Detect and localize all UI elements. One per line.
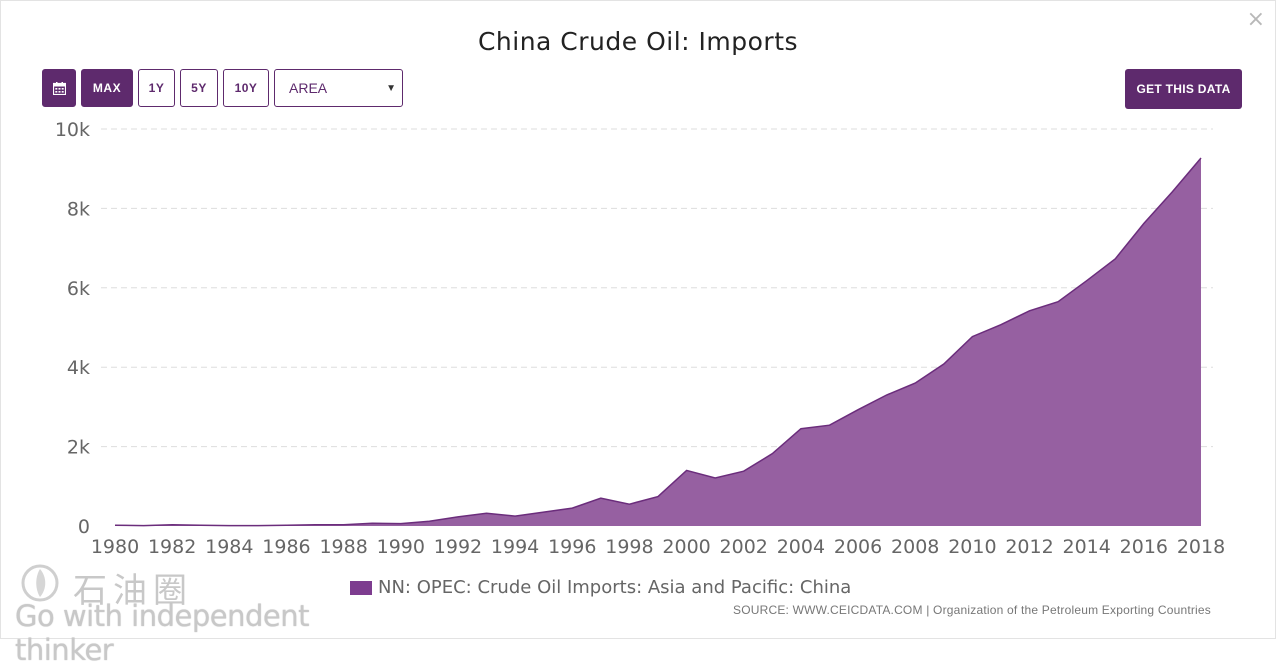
x-tick-label: 2010 bbox=[948, 536, 996, 558]
data-point[interactable] bbox=[399, 522, 403, 526]
chevron-down-icon: ▼ bbox=[386, 83, 396, 94]
data-point[interactable] bbox=[856, 408, 860, 412]
chart-title: China Crude Oil: Imports bbox=[477, 27, 799, 56]
data-point[interactable] bbox=[999, 323, 1003, 327]
close-icon[interactable]: × bbox=[1246, 7, 1265, 32]
data-point[interactable] bbox=[342, 523, 346, 527]
legend-label: NN: OPEC: Crude Oil Imports: Asia and Pa… bbox=[378, 577, 852, 598]
data-point[interactable] bbox=[1085, 279, 1089, 283]
data-point[interactable] bbox=[713, 476, 717, 480]
x-axis-ticks: 1980 1982 1984 1986 1988 1990 1992 1994 1996 1998… bbox=[91, 536, 1225, 558]
range-1y-button[interactable]: 1Y bbox=[138, 69, 175, 107]
range-10y-button[interactable]: 10Y bbox=[223, 69, 269, 107]
data-point[interactable] bbox=[456, 515, 460, 519]
x-tick-label: 2000 bbox=[662, 536, 710, 558]
data-point[interactable] bbox=[227, 524, 231, 528]
series-area bbox=[113, 156, 1203, 528]
data-point[interactable] bbox=[1028, 309, 1032, 313]
watermark-title: 石油圈 bbox=[73, 571, 193, 611]
data-point[interactable] bbox=[1142, 221, 1146, 225]
data-point[interactable] bbox=[513, 514, 517, 518]
data-point[interactable] bbox=[256, 524, 260, 528]
data-point[interactable] bbox=[627, 502, 631, 506]
data-point[interactable] bbox=[370, 521, 374, 525]
data-point[interactable] bbox=[913, 381, 917, 385]
data-point[interactable] bbox=[142, 524, 146, 528]
data-point[interactable] bbox=[742, 469, 746, 473]
legend[interactable]: NN: OPEC: Crude Oil Imports: Asia and Pa… bbox=[350, 577, 851, 598]
x-tick-label: 1998 bbox=[605, 536, 653, 558]
y-tick-label: 10k bbox=[55, 119, 90, 141]
data-point[interactable] bbox=[542, 510, 546, 514]
x-tick-label: 1984 bbox=[205, 536, 253, 558]
x-tick-label: 2002 bbox=[720, 536, 768, 558]
chart-type-select[interactable]: AREA ▼ bbox=[274, 69, 403, 107]
data-point[interactable] bbox=[1056, 300, 1060, 304]
x-tick-label: 1994 bbox=[491, 536, 539, 558]
data-point[interactable] bbox=[485, 511, 489, 515]
x-tick-label: 2006 bbox=[834, 536, 882, 558]
data-point[interactable] bbox=[685, 468, 689, 472]
data-point[interactable] bbox=[770, 452, 774, 456]
data-point[interactable] bbox=[656, 495, 660, 499]
x-tick-label: 1980 bbox=[91, 536, 139, 558]
data-point[interactable] bbox=[313, 523, 317, 527]
y-tick-label: 4k bbox=[67, 357, 90, 379]
area-fill bbox=[115, 158, 1201, 526]
data-point[interactable] bbox=[942, 362, 946, 366]
data-point[interactable] bbox=[885, 393, 889, 397]
x-tick-label: 1988 bbox=[319, 536, 367, 558]
range-5y-button[interactable]: 5Y bbox=[180, 69, 218, 107]
x-tick-label: 1990 bbox=[377, 536, 425, 558]
x-tick-label: 2008 bbox=[891, 536, 939, 558]
watermark-logo-icon bbox=[21, 564, 59, 602]
x-tick-label: 1986 bbox=[262, 536, 310, 558]
x-tick-label: 1992 bbox=[434, 536, 482, 558]
x-tick-label: 1996 bbox=[548, 536, 596, 558]
y-tick-label: 8k bbox=[67, 198, 90, 220]
calendar-button[interactable] bbox=[42, 69, 76, 107]
x-tick-label: 2012 bbox=[1005, 536, 1053, 558]
chart-type-value: AREA bbox=[289, 80, 328, 96]
data-point[interactable] bbox=[1199, 156, 1203, 160]
x-tick-label: 2018 bbox=[1177, 536, 1225, 558]
x-tick-label: 2016 bbox=[1120, 536, 1168, 558]
watermark-slogan: Go with independent thinker bbox=[15, 599, 310, 667]
x-tick-label: 1982 bbox=[148, 536, 196, 558]
x-tick-label: 2004 bbox=[777, 536, 825, 558]
data-point[interactable] bbox=[599, 496, 603, 500]
y-tick-label: 0 bbox=[78, 516, 90, 538]
legend-swatch bbox=[350, 580, 372, 595]
y-axis-ticks: 0 2k 4k 6k 8k 10k bbox=[55, 119, 90, 538]
data-point[interactable] bbox=[427, 519, 431, 523]
calendar-icon bbox=[52, 81, 66, 95]
x-tick-label: 2014 bbox=[1063, 536, 1111, 558]
data-point[interactable] bbox=[199, 523, 203, 527]
range-max-button[interactable]: MAX bbox=[81, 69, 133, 107]
data-point[interactable] bbox=[827, 423, 831, 427]
data-point[interactable] bbox=[1113, 257, 1117, 261]
data-point[interactable] bbox=[170, 523, 174, 527]
series-line bbox=[114, 157, 1202, 527]
area-chart: 0 2k 4k 6k 8k 10k 1980 1982 1984 1986 1988 1990 199… bbox=[55, 119, 1225, 558]
y-tick-label: 6k bbox=[67, 278, 90, 300]
get-this-data-button[interactable]: GET THIS DATA bbox=[1125, 69, 1242, 109]
source-note: SOURCE: WWW.CEICDATA.COM | Organization … bbox=[732, 603, 1211, 617]
data-point[interactable] bbox=[113, 523, 117, 527]
data-point[interactable] bbox=[1170, 190, 1174, 194]
data-point[interactable] bbox=[570, 506, 574, 510]
y-tick-label: 2k bbox=[67, 437, 90, 459]
data-point[interactable] bbox=[284, 523, 288, 527]
gridlines bbox=[101, 128, 1213, 448]
data-point[interactable] bbox=[799, 427, 803, 431]
data-point[interactable] bbox=[970, 335, 974, 339]
watermark: 石油圈 Go with independent thinker bbox=[15, 563, 345, 667]
